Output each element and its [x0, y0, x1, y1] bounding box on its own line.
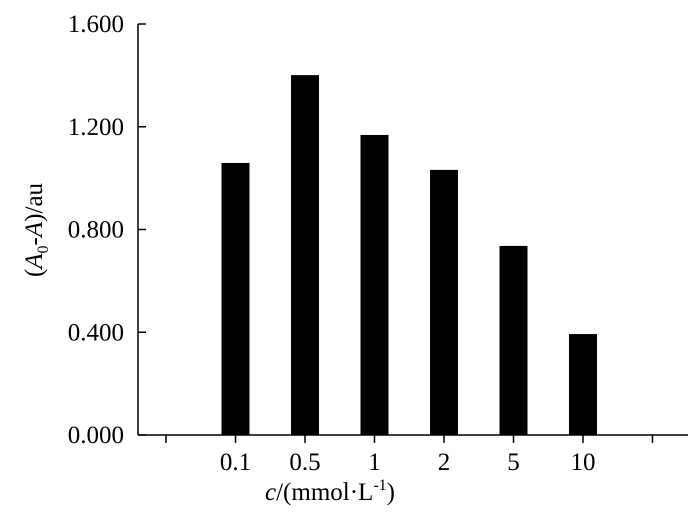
- y-tick-label: 1.600: [68, 11, 124, 38]
- x-axis-label: c/(mmol·L-1): [265, 477, 395, 506]
- x-tick-label: 0.5: [289, 449, 320, 476]
- x-tick-label: 0.1: [220, 449, 251, 476]
- y-tick-label: 1.200: [68, 114, 124, 141]
- x-tick-label: 1: [368, 449, 381, 476]
- x-tick-label: 5: [507, 449, 520, 476]
- bar: [291, 75, 319, 435]
- y-axis-label: (A0-A)/au: [21, 182, 52, 277]
- bar: [360, 134, 389, 435]
- x-tick-label: 10: [571, 449, 596, 476]
- y-tick-label: 0.800: [68, 217, 124, 244]
- x-tick-label: 2: [438, 449, 451, 476]
- bar: [430, 169, 458, 435]
- bar: [569, 334, 597, 435]
- y-tick-label: 0.400: [68, 319, 124, 346]
- y-tick-label: 0.000: [68, 422, 124, 449]
- bar: [221, 162, 250, 436]
- bar: [499, 245, 528, 435]
